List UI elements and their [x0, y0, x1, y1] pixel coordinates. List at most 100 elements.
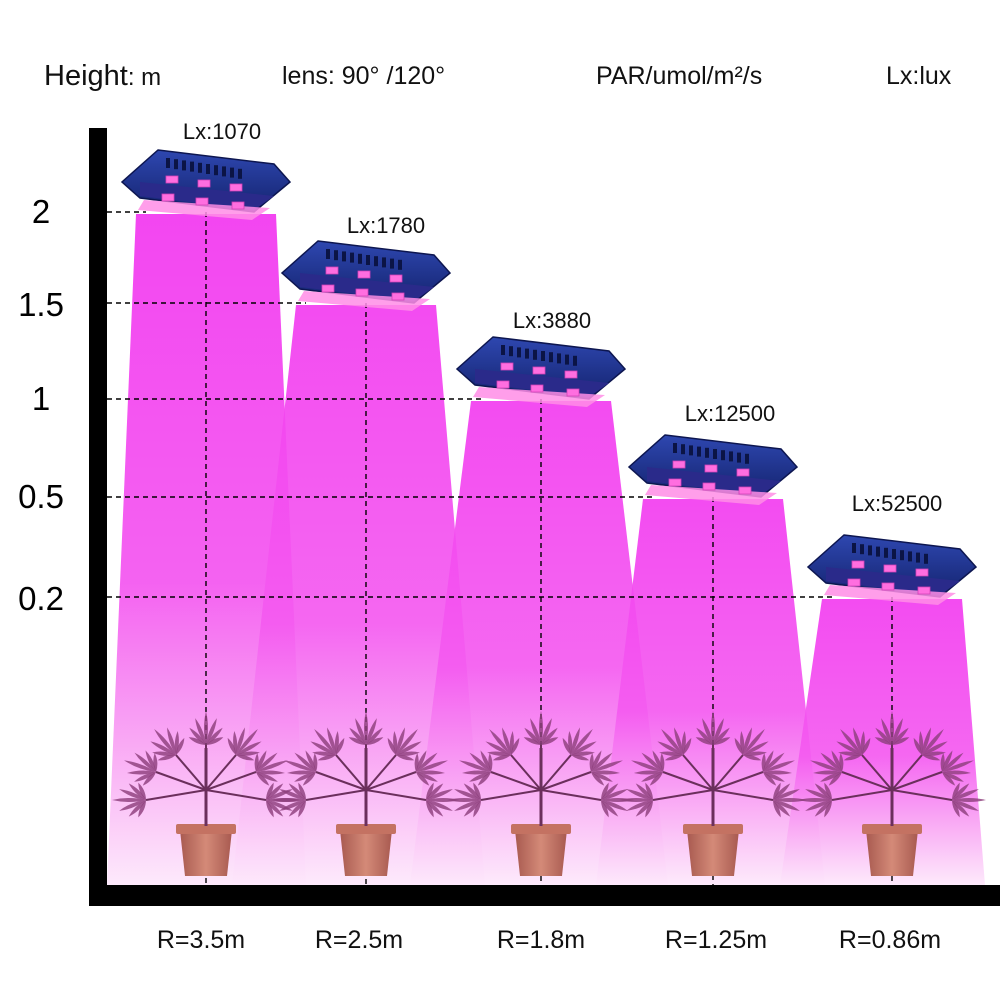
leaf: [635, 783, 653, 800]
leaf: [820, 752, 842, 772]
leaf: [734, 737, 743, 755]
leaf: [922, 751, 946, 756]
pot-rim: [683, 824, 743, 834]
leaf: [317, 754, 336, 761]
leaf: [489, 728, 511, 755]
branch: [662, 771, 714, 791]
potted-plant-icon: [619, 711, 807, 876]
lamp-led: [500, 362, 514, 371]
lamp-vent: [509, 346, 513, 357]
leaf: [480, 750, 491, 772]
branch: [540, 789, 602, 801]
leaf: [824, 800, 832, 818]
leaf: [447, 798, 481, 802]
leaf: [462, 770, 491, 775]
lamp-vent: [326, 249, 330, 259]
branch: [365, 754, 397, 791]
lamp-vent: [206, 164, 210, 174]
leaf: [601, 782, 609, 800]
leaf: [875, 727, 892, 745]
leaf: [664, 754, 683, 761]
y-tick-label: 1.5: [18, 286, 64, 323]
leaf: [157, 754, 176, 761]
lamp-vent: [334, 250, 338, 261]
leaf: [416, 772, 430, 786]
lamp-led: [355, 288, 369, 297]
leaf: [127, 770, 156, 775]
pot-rim: [336, 824, 396, 834]
leaf: [233, 731, 238, 755]
lamp-vent: [565, 354, 569, 365]
lamp-vent: [737, 452, 741, 463]
branch: [315, 771, 367, 791]
lamp-lux-label: Lx:1070: [182, 119, 262, 144]
leaf: [530, 718, 541, 745]
leaf: [236, 728, 258, 755]
leaf: [645, 800, 653, 818]
leaf: [236, 751, 260, 756]
leaf: [469, 752, 491, 772]
lamp-vent: [533, 349, 537, 360]
lamp-led: [391, 292, 405, 301]
lamp-glow: [298, 291, 430, 311]
light-beam: [596, 499, 825, 885]
leaf: [416, 752, 438, 772]
leaf: [284, 760, 316, 772]
lamp-led: [195, 197, 209, 206]
leaf: [487, 751, 511, 756]
lamp-lux-label: Lx:1780: [346, 213, 426, 238]
leaf: [454, 789, 481, 800]
leaf: [591, 760, 623, 772]
leaf: [336, 737, 345, 755]
leaf: [874, 737, 892, 745]
lamp-lux-label: Lx:52500: [851, 491, 943, 516]
leaf: [836, 741, 862, 755]
leaf: [459, 760, 491, 772]
leaf: [396, 741, 422, 755]
branch: [712, 789, 774, 801]
branch: [831, 789, 893, 801]
lamp-vent: [876, 546, 880, 557]
leaf: [942, 772, 964, 782]
leaf: [266, 800, 284, 817]
branch: [861, 754, 893, 791]
branch: [510, 754, 542, 791]
coverage-radius-label: R=0.86m: [838, 926, 942, 954]
leaf: [294, 752, 316, 772]
lamp-led: [566, 388, 580, 397]
leaf: [743, 741, 769, 755]
potted-plant-icon: [112, 711, 300, 876]
leaf: [426, 800, 444, 817]
branch: [712, 754, 744, 791]
leaf: [502, 727, 511, 755]
leaf: [922, 741, 948, 755]
height-label-text: Height: [44, 60, 128, 92]
leaf: [862, 737, 871, 755]
leaf: [541, 727, 558, 745]
leaf: [236, 741, 262, 755]
pot: [340, 830, 392, 876]
leaf: [922, 754, 941, 761]
leaf: [601, 800, 609, 818]
leaf: [256, 752, 278, 772]
y-tick-label: 2: [31, 193, 51, 230]
leaf: [314, 728, 336, 755]
leaf: [366, 727, 383, 745]
branch: [145, 789, 207, 801]
leaf: [396, 728, 418, 755]
lamp-vent: [681, 444, 685, 455]
leaf: [952, 789, 979, 800]
lamp-led: [672, 460, 686, 469]
leaf: [313, 753, 318, 772]
leaf: [511, 737, 520, 755]
y-tick-label: 1: [31, 380, 51, 417]
lamp-vent: [900, 550, 904, 561]
leaf: [366, 718, 377, 745]
lamp-vent: [182, 160, 186, 171]
leaf: [840, 728, 862, 755]
lamp-led: [738, 486, 752, 495]
lamp-led: [851, 560, 865, 569]
leaf: [305, 750, 316, 772]
leaf: [892, 718, 903, 745]
